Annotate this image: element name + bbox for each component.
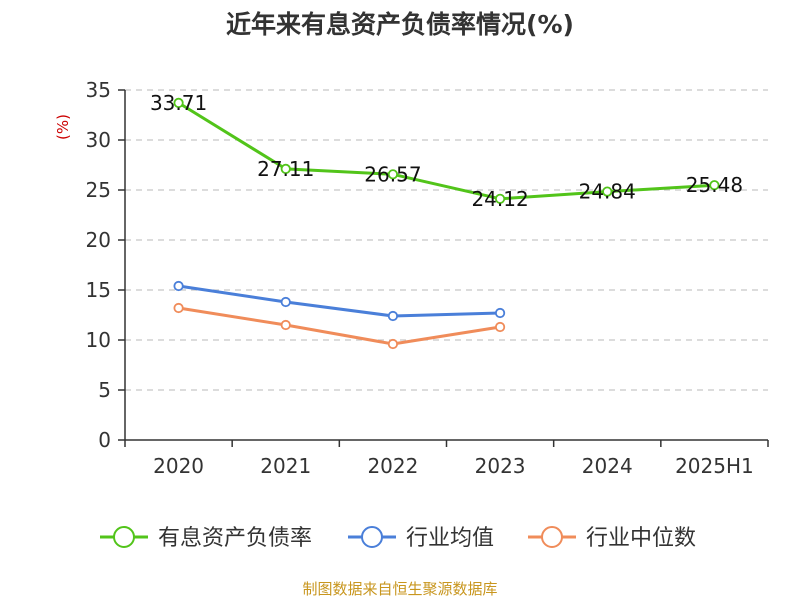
data-point-s2-2021 (280, 319, 291, 331)
x-tick-label-2023: 2023 (475, 454, 526, 478)
data-point-s2-2023 (494, 321, 506, 333)
y-tick-label-20: 20 (86, 228, 111, 252)
legend-swatch-marker-2 (541, 526, 563, 548)
series-line-0 (177, 101, 715, 201)
data-label-2021: 27.11 (257, 157, 314, 181)
legend-item-2[interactable]: 行业中位数 (528, 526, 696, 551)
legend-label-2: 行业中位数 (586, 526, 696, 551)
data-point-s0-2021 (280, 163, 291, 174)
x-tick-label-2024: 2024 (582, 454, 633, 478)
legend[interactable]: 有息资产负债率 行业均值 行业中位数 (100, 526, 696, 551)
data-label-2022: 26.57 (364, 162, 421, 186)
chart-title: 近年来有息资产负债率情况(%) (226, 10, 574, 39)
y-tick-label-30: 30 (86, 128, 111, 152)
series-line-1 (178, 284, 501, 318)
series-line-2 (178, 306, 501, 346)
x-tick-label-2022: 2022 (367, 454, 418, 478)
legend-swatch-marker-0 (113, 526, 135, 548)
data-label-2023: 24.12 (471, 187, 528, 211)
x-tick-label-2021: 2021 (260, 454, 311, 478)
data-point-s0-2023 (494, 193, 506, 204)
x-tick-label-2025H1: 2025H1 (675, 454, 754, 478)
data-label-layer: 33.71 27.11 26.57 24.12 24.84 25.48 (150, 91, 743, 211)
source-note: 制图数据来自恒生聚源数据库 (302, 580, 497, 598)
y-tick-label-15: 15 (86, 278, 111, 302)
y-axis-label: (%) (54, 114, 72, 140)
data-point-s0-2024 (602, 186, 613, 197)
grid-layer (125, 89, 768, 391)
axis-layer: 0 5 10 15 20 25 30 35 2020 2021 2022 2023 2024 2025H1 (86, 78, 769, 478)
y-tick-label-5: 5 (98, 378, 111, 402)
data-point-s1-2021 (280, 296, 291, 308)
data-point-s0-2022 (387, 169, 399, 180)
legend-item-1[interactable]: 行业均值 (348, 526, 494, 551)
y-tick-label-10: 10 (86, 328, 111, 352)
legend-label-0: 有息资产负债率 (158, 526, 312, 551)
data-point-s1-2022 (387, 310, 399, 322)
x-tick-label-2020: 2020 (153, 454, 204, 478)
legend-label-1: 行业均值 (406, 526, 494, 551)
legend-swatch-marker-1 (361, 526, 383, 548)
series-layer (173, 97, 720, 350)
data-point-s1-2020 (173, 280, 184, 292)
data-label-2024: 24.84 (579, 180, 636, 204)
data-point-s1-2023 (494, 307, 506, 319)
y-tick-label-35: 35 (86, 78, 111, 102)
data-point-s2-2020 (173, 302, 184, 314)
data-label-2025H1: 25.48 (686, 173, 743, 197)
y-tick-label-25: 25 (86, 178, 111, 202)
data-point-s0-2025H1 (709, 180, 720, 191)
data-point-s2-2022 (387, 338, 399, 350)
data-point-s0-2020 (173, 97, 184, 109)
y-tick-label-0: 0 (98, 428, 111, 452)
legend-item-0[interactable]: 有息资产负债率 (100, 526, 312, 551)
data-label-2020: 33.71 (150, 91, 207, 115)
